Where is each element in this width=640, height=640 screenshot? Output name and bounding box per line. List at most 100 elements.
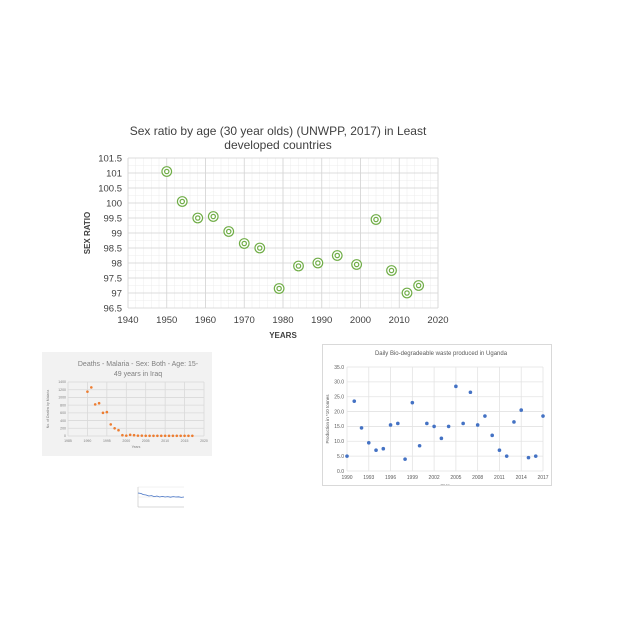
y-tick-label: 97.5 [104, 273, 123, 284]
data-point-outer-ring [386, 265, 397, 276]
data-point-outer-ring [161, 166, 173, 177]
data-point [312, 257, 324, 269]
data-point-inner-ring [334, 252, 341, 259]
y-tick-label: 800 [60, 403, 66, 407]
x-tick-label: 2005 [450, 475, 461, 481]
data-point [345, 454, 349, 458]
data-point [331, 250, 343, 261]
x-tick-label: 1990 [84, 439, 92, 443]
x-tick-label: 1960 [195, 315, 216, 326]
data-point [401, 287, 413, 299]
data-point [366, 440, 371, 445]
data-point [223, 226, 235, 237]
y-tick-label: 0 [64, 434, 66, 438]
x-tick-label: 1940 [117, 315, 138, 326]
y-tick-label: 97 [111, 288, 122, 299]
data-point-inner-ring [276, 285, 282, 292]
data-point [192, 212, 204, 224]
chart-title: Daily Bio-degradeable waste produced in … [375, 351, 508, 357]
x-tick-label: 2000 [122, 439, 130, 443]
data-point [475, 423, 480, 427]
data-point [410, 400, 415, 405]
chart-title: 49 years in Iraq [114, 371, 162, 378]
data-point [161, 166, 173, 177]
y-tick-label: 200 [60, 427, 66, 431]
data-point-outer-ring [192, 212, 204, 224]
data-point [352, 399, 357, 403]
data-point [167, 434, 171, 438]
data-point [468, 390, 473, 395]
data-point [526, 455, 531, 460]
x-tick-label: 2010 [389, 315, 410, 326]
data-point [148, 434, 151, 438]
data-point [187, 434, 190, 438]
y-tick-label: 96.5 [104, 303, 123, 314]
x-tick-label: 1999 [407, 475, 418, 481]
data-point-inner-ring [194, 215, 201, 221]
data-point [97, 401, 101, 405]
y-tick-label: 30.0 [334, 380, 344, 386]
data-point-outer-ring [312, 257, 324, 269]
x-tick-label: 1993 [363, 475, 374, 481]
x-tick-label: 2020 [427, 315, 448, 326]
x-tick-label: 1950 [156, 315, 177, 326]
series-line [137, 492, 185, 498]
y-tick-label: 101.5 [98, 153, 122, 164]
data-point [388, 423, 393, 427]
data-point-inner-ring [163, 168, 170, 175]
data-point [425, 421, 429, 426]
chart-title: Deaths - Malaria - Sex: Both - Age: 15- [78, 361, 199, 368]
data-point [541, 414, 545, 418]
data-point [140, 434, 144, 437]
x-tick-label: 1990 [341, 475, 352, 481]
y-tick-label: 99.5 [104, 213, 123, 224]
y-tick-label: 99 [111, 228, 122, 239]
data-point [351, 259, 363, 270]
y-tick-label: 600 [60, 411, 66, 415]
data-point [90, 386, 93, 389]
data-point [175, 434, 179, 438]
data-point [417, 443, 422, 448]
x-tick-label: 1996 [385, 475, 396, 481]
x-tick-label: 1980 [272, 315, 293, 326]
data-point [519, 408, 524, 412]
biodegradable-waste-chart: Daily Bio-degradeable waste produced in … [322, 344, 552, 486]
data-point [374, 448, 378, 452]
data-point-outer-ring [331, 250, 343, 261]
data-point-outer-ring [351, 259, 363, 270]
data-point [359, 426, 364, 430]
x-tick-label: 1995 [103, 439, 111, 443]
x-tick-label: 2020 [200, 439, 208, 443]
data-point [273, 283, 285, 294]
data-point [176, 196, 188, 207]
y-tick-label: 1200 [58, 388, 66, 392]
data-point-outer-ring [370, 214, 382, 225]
x-axis-label: YEARS [269, 331, 297, 340]
y-axis-label: SEX RATIO [83, 212, 92, 255]
y-tick-label: 15.0 [334, 424, 344, 430]
data-point [171, 434, 175, 438]
data-point-inner-ring [256, 245, 263, 251]
data-point [144, 434, 148, 438]
data-point [124, 434, 128, 437]
data-point-inner-ring [353, 261, 360, 268]
data-point [512, 420, 516, 424]
data-point [113, 426, 116, 430]
data-point-inner-ring [210, 213, 217, 220]
x-tick-label: 1970 [234, 315, 255, 326]
y-tick-label: 0.0 [337, 469, 344, 475]
data-point [504, 454, 509, 458]
data-point [254, 242, 266, 254]
data-point [136, 434, 140, 437]
data-point-outer-ring [223, 226, 235, 237]
data-point [403, 457, 407, 461]
data-point [386, 265, 397, 276]
data-point [238, 238, 250, 249]
data-point-inner-ring [179, 198, 186, 205]
data-point [370, 214, 382, 225]
data-point [490, 433, 494, 438]
y-tick-label: 1000 [58, 396, 66, 400]
x-tick-label: 1990 [311, 315, 332, 326]
data-point [396, 421, 400, 426]
data-point [413, 280, 425, 291]
